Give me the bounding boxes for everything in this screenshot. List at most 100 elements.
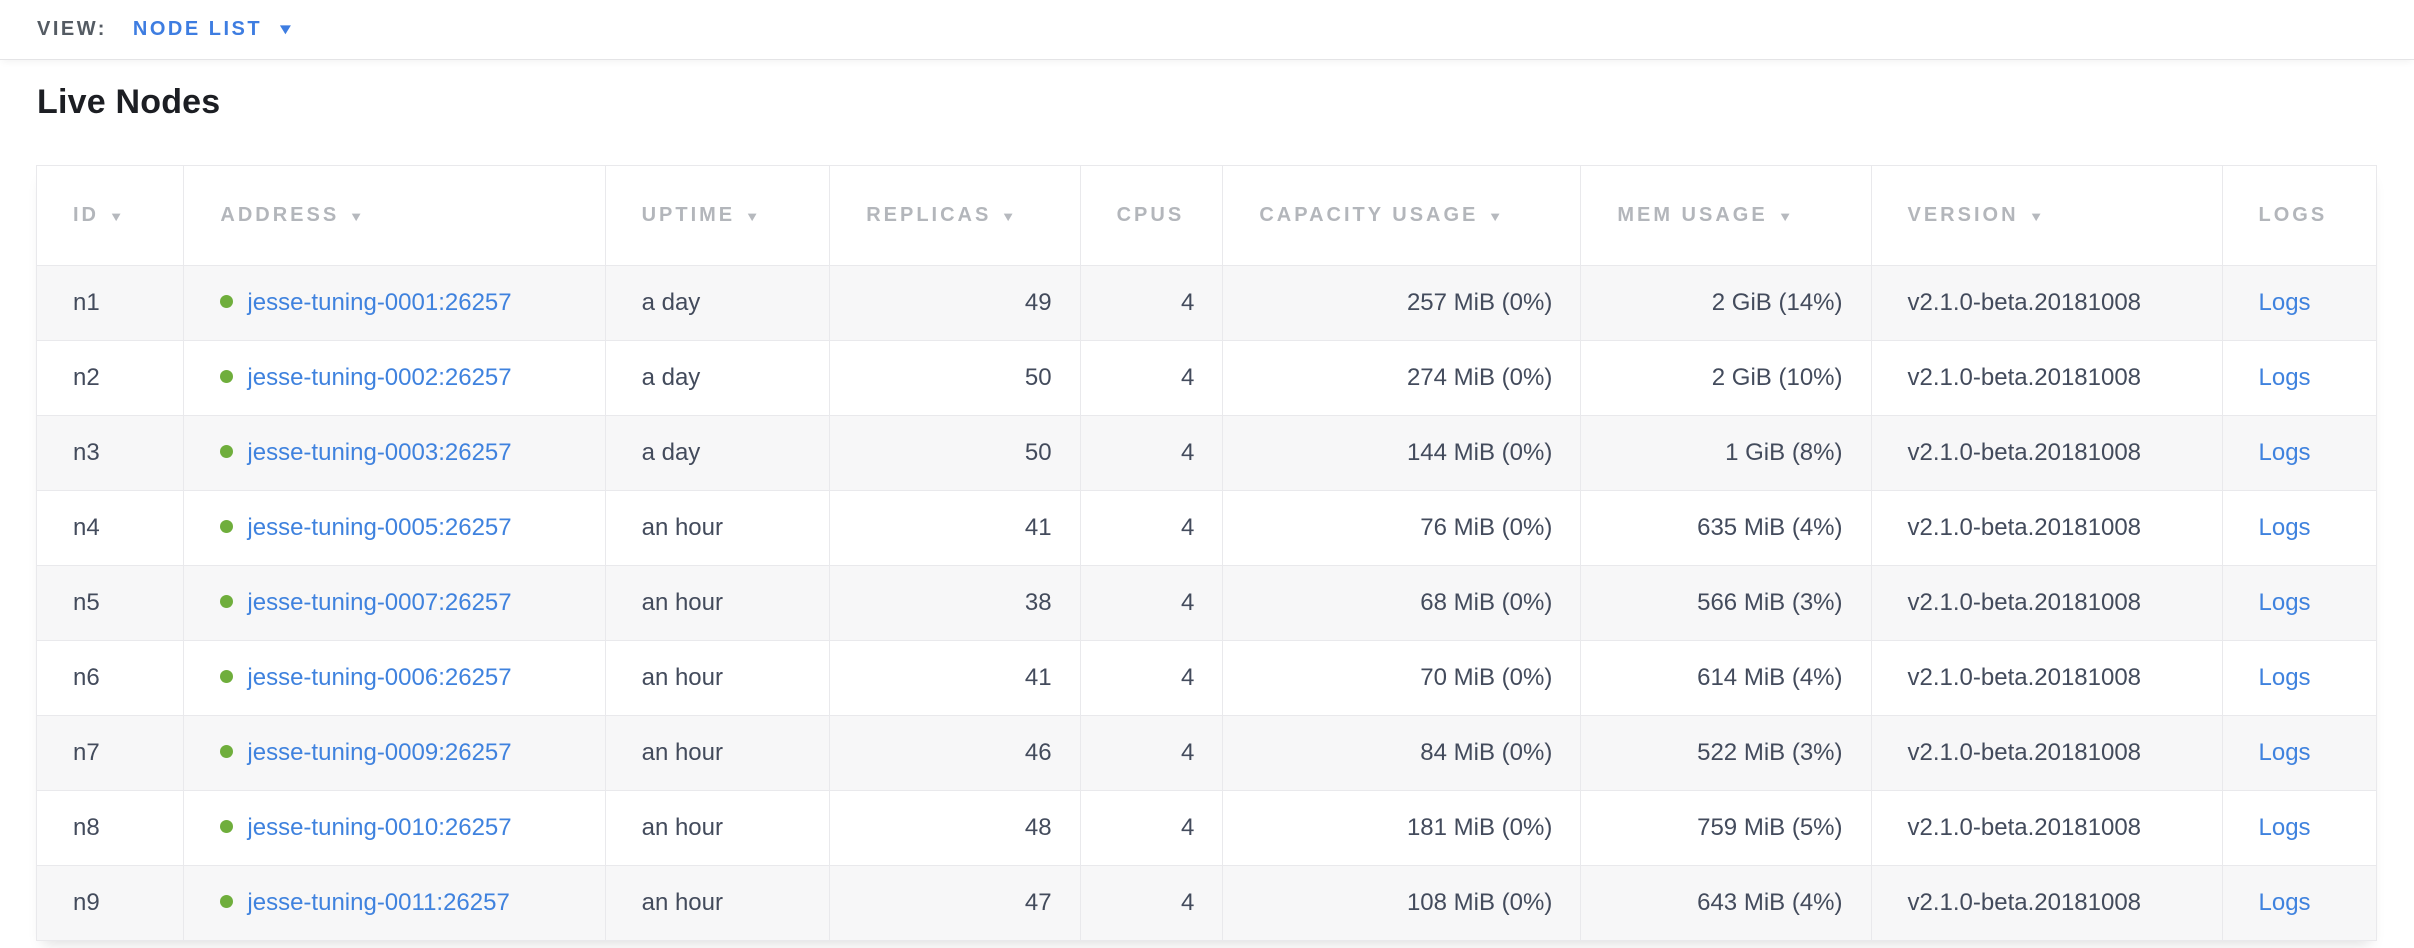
sort-caret-icon: ▼: [1488, 209, 1507, 224]
node-capacity-cell: 68 MiB (0%): [1222, 565, 1582, 641]
node-version-cell: v2.1.0-beta.20181008: [1870, 490, 2223, 566]
node-row-n4: n4 jesse-tuning-0005:26257 an hour 41 4 76 Mi…: [35, 490, 2377, 566]
node-logs-link[interactable]: Logs: [2258, 664, 2311, 691]
node-cpus-cell: 4: [1079, 565, 1224, 641]
dropdown-caret-icon: ▼: [276, 21, 295, 38]
node-row-n9: n9 jesse-tuning-0011:26257 an hour 47 4 108 M…: [35, 865, 2377, 941]
node-id-cell: n8: [35, 790, 185, 866]
view-select-dropdown[interactable]: NODE LIST ▼: [132, 18, 295, 41]
node-address-link[interactable]: jesse-tuning-0011:26257: [247, 889, 510, 916]
node-version-cell: v2.1.0-beta.20181008: [1870, 790, 2223, 866]
node-mem-cell: 759 MiB (5%): [1580, 790, 1872, 866]
node-health-icon: [220, 745, 234, 759]
node-address-link[interactable]: jesse-tuning-0009:26257: [247, 739, 512, 766]
node-version-cell: v2.1.0-beta.20181008: [1870, 415, 2223, 491]
header-row: ID ▼ ADDRESS ▼ UPTIME ▼ REPLICAS ▼ CPUS CAPACITY …: [35, 165, 2377, 266]
node-uptime-cell: an hour: [604, 715, 831, 791]
node-cpus-cell: 4: [1079, 490, 1224, 566]
node-capacity-cell: 274 MiB (0%): [1222, 340, 1582, 416]
node-row-n3: n3 jesse-tuning-0003:26257 a day 50 4 144 MiB…: [35, 415, 2377, 491]
node-uptime-cell: a day: [604, 265, 831, 341]
sort-caret-icon: ▼: [744, 209, 764, 224]
node-mem-cell: 635 MiB (4%): [1580, 490, 1872, 566]
node-uptime-cell: a day: [604, 340, 831, 416]
node-address-link[interactable]: jesse-tuning-0002:26257: [247, 364, 512, 391]
node-health-icon: [220, 895, 234, 909]
node-logs-link[interactable]: Logs: [2258, 589, 2311, 616]
node-cpus-cell: 4: [1079, 715, 1224, 791]
node-version-cell: v2.1.0-beta.20181008: [1870, 865, 2223, 941]
node-mem-cell: 566 MiB (3%): [1580, 565, 1872, 641]
column-header-label: MEM USAGE: [1617, 204, 1768, 226]
node-logs-link[interactable]: Logs: [2258, 439, 2311, 466]
node-cpus-cell: 4: [1079, 340, 1224, 416]
node-logs-link[interactable]: Logs: [2258, 814, 2311, 841]
node-row-n6: n6 jesse-tuning-0006:26257 an hour 41 4 70 Mi…: [35, 640, 2377, 716]
node-logs-link[interactable]: Logs: [2258, 289, 2311, 316]
column-header-cpus: CPUS: [1079, 165, 1224, 266]
node-logs-cell: Logs: [2221, 865, 2377, 941]
node-version-cell: v2.1.0-beta.20181008: [1870, 640, 2223, 716]
node-version-cell: v2.1.0-beta.20181008: [1870, 340, 2223, 416]
node-uptime-cell: an hour: [604, 565, 831, 641]
node-address-cell: jesse-tuning-0009:26257: [183, 715, 606, 791]
node-capacity-cell: 108 MiB (0%): [1222, 865, 1582, 941]
view-toolbar: VIEW: NODE LIST ▼: [0, 0, 2414, 60]
node-address-link[interactable]: jesse-tuning-0003:26257: [247, 439, 512, 466]
node-address-link[interactable]: jesse-tuning-0001:26257: [247, 289, 512, 316]
column-header-label: CAPACITY USAGE: [1259, 204, 1479, 226]
column-header-uptime[interactable]: UPTIME ▼: [604, 165, 831, 266]
node-address-cell: jesse-tuning-0007:26257: [183, 565, 606, 641]
node-cpus-cell: 4: [1079, 265, 1224, 341]
column-header-capacity[interactable]: CAPACITY USAGE ▼: [1222, 165, 1582, 266]
column-header-id[interactable]: ID ▼: [35, 165, 185, 266]
node-logs-link[interactable]: Logs: [2258, 364, 2311, 391]
sort-caret-icon: ▼: [1777, 209, 1796, 224]
node-health-icon: [220, 370, 234, 384]
column-header-mem[interactable]: MEM USAGE ▼: [1580, 165, 1872, 266]
node-capacity-cell: 181 MiB (0%): [1222, 790, 1582, 866]
column-header-label: ID: [73, 204, 99, 226]
node-replicas-cell: 41: [829, 640, 1081, 716]
node-mem-cell: 522 MiB (3%): [1580, 715, 1872, 791]
node-address-cell: jesse-tuning-0011:26257: [183, 865, 606, 941]
node-logs-link[interactable]: Logs: [2258, 739, 2311, 766]
node-id-cell: n4: [35, 490, 185, 566]
view-select-value: NODE LIST: [132, 18, 263, 40]
node-uptime-cell: a day: [604, 415, 831, 491]
node-cpus-cell: 4: [1079, 415, 1224, 491]
node-address-link[interactable]: jesse-tuning-0006:26257: [247, 664, 512, 691]
node-uptime-cell: an hour: [604, 790, 831, 866]
node-replicas-cell: 49: [829, 265, 1081, 341]
node-row-n1: n1 jesse-tuning-0001:26257 a day 49 4 257 MiB…: [35, 265, 2377, 341]
node-version-cell: v2.1.0-beta.20181008: [1870, 565, 2223, 641]
page-title: Live Nodes: [37, 83, 221, 121]
node-row-n5: n5 jesse-tuning-0007:26257 an hour 38 4 68 Mi…: [35, 565, 2377, 641]
node-logs-cell: Logs: [2221, 790, 2377, 866]
column-header-replicas[interactable]: REPLICAS ▼: [829, 165, 1081, 266]
node-row-n2: n2 jesse-tuning-0002:26257 a day 50 4 274 MiB…: [35, 340, 2377, 416]
node-replicas-cell: 38: [829, 565, 1081, 641]
node-logs-link[interactable]: Logs: [2258, 514, 2311, 541]
node-address-cell: jesse-tuning-0003:26257: [183, 415, 606, 491]
node-address-link[interactable]: jesse-tuning-0007:26257: [247, 589, 512, 616]
node-mem-cell: 1 GiB (8%): [1580, 415, 1872, 491]
sort-caret-icon: ▼: [349, 209, 368, 224]
node-mem-cell: 614 MiB (4%): [1580, 640, 1872, 716]
node-id-cell: n9: [35, 865, 185, 941]
node-id-cell: n3: [35, 415, 185, 491]
node-id-cell: n6: [35, 640, 185, 716]
column-header-version[interactable]: VERSION ▼: [1870, 165, 2223, 266]
column-header-address[interactable]: ADDRESS ▼: [183, 165, 606, 266]
node-address-cell: jesse-tuning-0005:26257: [183, 490, 606, 566]
node-logs-link[interactable]: Logs: [2258, 889, 2311, 916]
node-address-link[interactable]: jesse-tuning-0005:26257: [247, 514, 512, 541]
node-address-link[interactable]: jesse-tuning-0010:26257: [247, 814, 512, 841]
node-replicas-cell: 46: [829, 715, 1081, 791]
column-header-label: UPTIME: [641, 204, 736, 226]
node-cpus-cell: 4: [1079, 790, 1224, 866]
node-address-cell: jesse-tuning-0006:26257: [183, 640, 606, 716]
live-nodes-table-container: ID ▼ ADDRESS ▼ UPTIME ▼ REPLICAS ▼ CPUS CAPACITY …: [35, 165, 2377, 941]
node-replicas-cell: 41: [829, 490, 1081, 566]
node-version-cell: v2.1.0-beta.20181008: [1870, 265, 2223, 341]
